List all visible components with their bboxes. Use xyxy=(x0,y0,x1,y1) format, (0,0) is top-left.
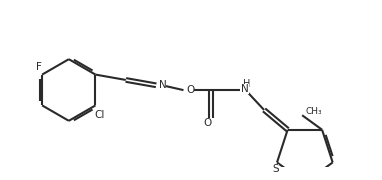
Text: S: S xyxy=(273,164,279,174)
Text: CH₃: CH₃ xyxy=(305,107,322,116)
Text: N: N xyxy=(241,84,249,95)
Text: Cl: Cl xyxy=(94,110,105,120)
Text: N: N xyxy=(159,80,167,90)
Text: O: O xyxy=(203,118,211,128)
Text: F: F xyxy=(36,62,42,72)
Text: O: O xyxy=(186,85,194,95)
Text: H: H xyxy=(243,79,250,89)
